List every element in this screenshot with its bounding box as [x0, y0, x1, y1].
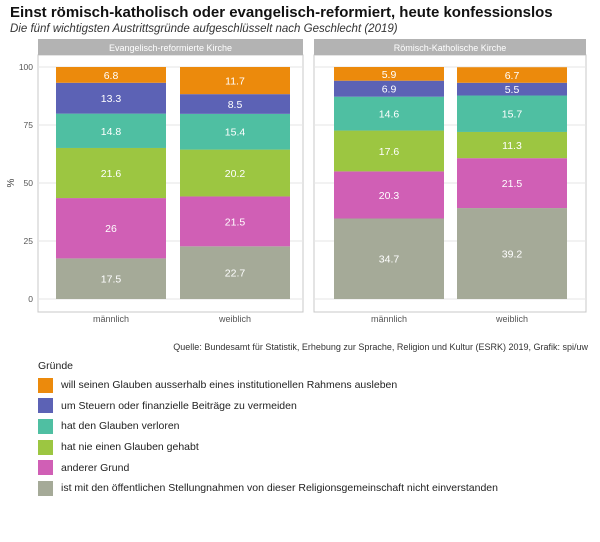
- data-label: 13.3: [101, 93, 122, 105]
- bar-segment: [457, 95, 567, 132]
- legend-swatch: [38, 439, 53, 455]
- bar-segment: [180, 149, 290, 197]
- bar-segment: [56, 258, 166, 299]
- data-label: 39.2: [502, 249, 523, 261]
- legend-item: hat nie einen Glauben gehabt: [38, 437, 498, 458]
- legend-label: will seinen Glauben ausserhalb eines ins…: [61, 379, 398, 392]
- bar-segment: [56, 147, 166, 199]
- data-label: 15.7: [502, 109, 523, 121]
- bar-segment: [457, 131, 567, 159]
- data-label: 17.5: [101, 274, 122, 286]
- data-label: 6.8: [104, 70, 119, 82]
- data-label: 21.6: [101, 168, 122, 180]
- data-label: 14.6: [379, 109, 400, 121]
- bar-segment: [334, 67, 444, 81]
- data-label: 15.4: [225, 127, 246, 139]
- bar-segment: [180, 67, 290, 95]
- bar-segment: [180, 113, 290, 150]
- bar-segment: [457, 67, 567, 83]
- chart-area: % 0 25 50 75 100 Evangelisch-reformierte Kirch…: [6, 39, 587, 324]
- legend-title: Gründe: [38, 360, 74, 372]
- x-tick-label: weiblich: [495, 314, 528, 324]
- bar-segment: [334, 80, 444, 97]
- data-label: 26: [105, 223, 117, 235]
- data-label: 11.3: [502, 140, 522, 152]
- legend-label: hat den Glauben verloren: [61, 420, 180, 433]
- legend-item: ist mit den öffentlichen Stellungnahmen …: [38, 478, 498, 499]
- data-label: 6.7: [505, 70, 520, 82]
- bar-segment: [334, 130, 444, 172]
- legend-swatch: [38, 480, 53, 496]
- bar-segment: [56, 82, 166, 114]
- bar-segment: [457, 208, 567, 299]
- data-label: 6.9: [382, 84, 397, 96]
- data-label: 8.5: [228, 99, 243, 111]
- bar-segment: [56, 198, 166, 259]
- legend-swatch: [38, 377, 53, 393]
- y-tick-label: 50: [24, 178, 34, 188]
- legend-swatch: [38, 418, 53, 434]
- legend-item: anderer Grund: [38, 457, 498, 478]
- y-tick-label: 75: [24, 120, 34, 130]
- data-label: 21.5: [225, 216, 246, 228]
- legend-label: ist mit den öffentlichen Stellungnahmen …: [61, 482, 498, 495]
- legend-swatch: [38, 398, 53, 414]
- legend-label: um Steuern oder finanzielle Beiträge zu …: [61, 399, 297, 412]
- legend-label: hat nie einen Glauben gehabt: [61, 441, 199, 454]
- bar-segment: [56, 113, 166, 148]
- chart-title: Einst römisch-katholisch oder evangelisc…: [10, 4, 553, 21]
- data-label: 14.8: [101, 126, 122, 138]
- data-label: 20.2: [225, 168, 246, 180]
- legend-label: anderer Grund: [61, 461, 130, 474]
- data-label: 34.7: [379, 254, 400, 266]
- y-tick-label: 25: [24, 236, 34, 246]
- data-label: 20.3: [379, 190, 400, 202]
- panel-title: Römisch-Katholische Kirche: [394, 43, 507, 53]
- bar-segment: [457, 158, 567, 209]
- source-note: Quelle: Bundesamt für Statistik, Erhebun…: [173, 342, 588, 352]
- legend-item: um Steuern oder finanzielle Beiträge zu …: [38, 396, 498, 417]
- bar-segment: [180, 94, 290, 114]
- bar-segment: [334, 171, 444, 219]
- bar-segment: [457, 82, 567, 96]
- data-label: 11.7: [225, 76, 245, 88]
- bar-segment: [180, 246, 290, 299]
- x-tick-label: männlich: [371, 314, 407, 324]
- legend: will seinen Glauben ausserhalb eines ins…: [38, 375, 498, 499]
- data-label: 5.5: [505, 84, 520, 96]
- bar-segment: [180, 196, 290, 247]
- x-tick-label: männlich: [93, 314, 129, 324]
- bar-segment: [334, 96, 444, 131]
- panel-title: Evangelisch-reformierte Kirche: [109, 43, 232, 53]
- panel-strip: [314, 39, 586, 55]
- data-label: 21.5: [502, 178, 523, 190]
- legend-item: hat den Glauben verloren: [38, 416, 498, 437]
- x-tick-label: weiblich: [218, 314, 251, 324]
- data-label: 5.9: [382, 69, 397, 81]
- y-axis-label: %: [6, 178, 17, 187]
- bar-segment: [334, 218, 444, 299]
- data-label: 17.6: [379, 146, 400, 158]
- bar-segment: [56, 67, 166, 83]
- legend-swatch: [38, 460, 53, 476]
- data-label: 22.7: [225, 268, 246, 280]
- chart-subtitle: Die fünf wichtigsten Austrittsgründe auf…: [10, 23, 398, 35]
- y-tick-label: 0: [28, 294, 33, 304]
- legend-item: will seinen Glauben ausserhalb eines ins…: [38, 375, 498, 396]
- panel-strip: [38, 39, 303, 55]
- y-tick-label: 100: [19, 62, 33, 72]
